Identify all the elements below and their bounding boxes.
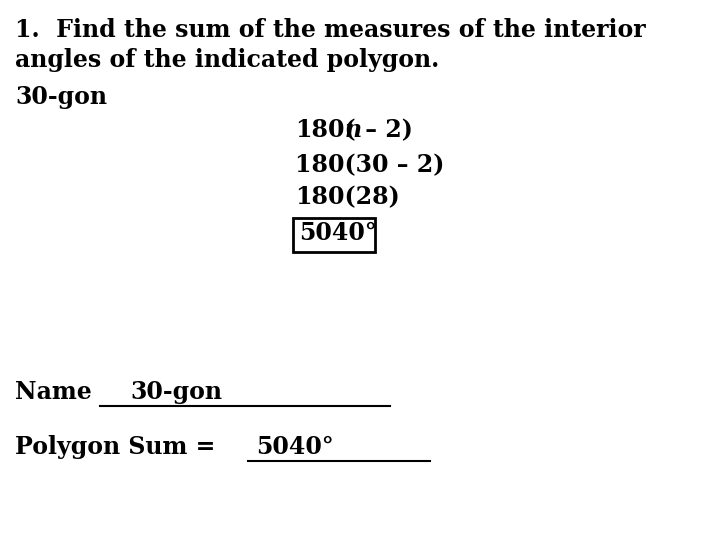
Text: Polygon Sum =: Polygon Sum = [15, 435, 224, 459]
Text: Name: Name [15, 380, 91, 404]
Bar [293, 218, 375, 252]
Text: 30-gon: 30-gon [130, 380, 222, 404]
Text: 1.  Find the sum of the measures of the interior: 1. Find the sum of the measures of the i… [15, 18, 646, 42]
Text: 5040°: 5040° [299, 221, 377, 245]
Text: n: n [345, 118, 362, 142]
Text: 30-gon: 30-gon [15, 85, 107, 109]
Text: 5040°: 5040° [256, 435, 334, 459]
Text: – 2): – 2) [357, 118, 413, 142]
Text: 180(30 – 2): 180(30 – 2) [295, 153, 444, 177]
Text: 180(: 180( [295, 118, 356, 142]
Text: angles of the indicated polygon.: angles of the indicated polygon. [15, 48, 439, 72]
Text: 180(28): 180(28) [295, 185, 400, 209]
